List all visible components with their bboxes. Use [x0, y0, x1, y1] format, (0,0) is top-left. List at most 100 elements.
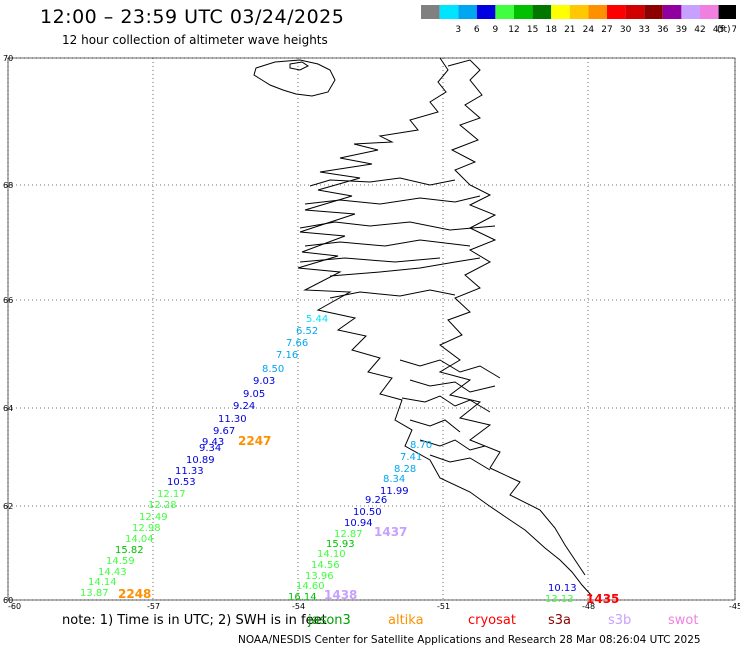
legend-label: 9 — [493, 25, 499, 35]
grid-labels: -60 -57 -54 -51 -48 -45 70 68 66 64 62 60 — [3, 54, 740, 611]
fjord-1 — [309, 177, 456, 187]
wave-height-label: 14.04 — [125, 534, 154, 545]
legend-swatch — [551, 5, 570, 19]
satellite-label: cryosat — [468, 613, 516, 628]
fjord-3 — [299, 221, 496, 231]
satellite-label: jason3 — [308, 613, 351, 628]
legend-swatch — [681, 5, 700, 19]
wave-height-label: 8.28 — [394, 464, 416, 475]
fjord-10 — [401, 395, 491, 413]
wave-height-label: 12.49 — [139, 512, 168, 523]
fjord-11 — [409, 419, 461, 433]
legend-label: 39 — [676, 25, 688, 35]
wave-height-label: 11.30 — [218, 414, 247, 425]
legend-label: 33 — [638, 25, 649, 35]
greenland-coastline — [253, 57, 593, 597]
satellite-label: altika — [388, 613, 424, 628]
lon-label: -45 — [729, 602, 740, 611]
wave-height-label: 11.33 — [175, 466, 204, 477]
coastline-main — [297, 57, 593, 597]
footer-credit: NOAA/NESDIS Center for Satellite Applica… — [238, 634, 701, 646]
wave-height-label: 9.26 — [365, 495, 387, 506]
wave-height-label: 15.82 — [115, 545, 144, 556]
wave-height-label: 9.03 — [253, 376, 275, 387]
fjord-2 — [304, 195, 481, 205]
lat-lon-grid — [7, 57, 736, 601]
legend-label: 12 — [508, 25, 519, 35]
coastline-island — [253, 59, 336, 97]
legend-label: 21 — [564, 25, 575, 35]
fjord-4 — [304, 239, 471, 247]
wave-height-label: 13.87 — [80, 588, 109, 599]
satellite-label: s3a — [548, 613, 572, 628]
legend-swatch — [607, 5, 626, 19]
wave-height-label: 14.10 — [317, 549, 346, 560]
color-legend: 36912151821242730333639424570(ft) — [421, 5, 736, 35]
wave-height-label: 9.24 — [233, 401, 255, 412]
wave-height-label: 5.44 — [306, 314, 328, 325]
fjord-7 — [329, 289, 456, 299]
legend-swatch — [421, 5, 440, 19]
legend-swatch — [495, 5, 514, 19]
lon-label: -54 — [292, 602, 305, 611]
wave-height-label: 7.41 — [400, 452, 422, 463]
wave-height-label: 14.43 — [98, 567, 127, 578]
wave-height-label: 14.14 — [88, 577, 117, 588]
legend-label: 42 — [694, 25, 705, 35]
legend-unit: (ft) — [717, 25, 731, 35]
wave-height-label: 9.34 — [199, 443, 221, 454]
legend-label: 30 — [620, 25, 632, 35]
wave-height-label: 12.28 — [148, 500, 177, 511]
legend-label: 18 — [545, 25, 557, 35]
legend-swatch — [718, 5, 736, 19]
pass-time-label: 2248 — [118, 587, 151, 601]
lon-label: -57 — [147, 602, 160, 611]
map-frame — [7, 57, 736, 601]
wave-height-label: 9.43 — [202, 437, 224, 448]
satellite-label: swot — [668, 613, 699, 628]
lat-label: 68 — [3, 181, 13, 190]
pass-times: 2247 2248 1437 1438 1435 — [118, 434, 619, 606]
legend-swatch — [532, 5, 552, 19]
altimeter-tracks: 5.446.527.667.16 8.509.03 9.059.24 11.309.6… — [80, 314, 577, 605]
legend-label: 24 — [583, 25, 595, 35]
wave-height-label: 10.89 — [186, 455, 215, 466]
fjord-5 — [299, 257, 441, 263]
lat-label: 60 — [3, 596, 13, 605]
wave-height-label: 7.16 — [276, 350, 298, 361]
map-subtitle: 12 hour collection of altimeter wave hei… — [62, 33, 328, 47]
legend-swatch — [514, 5, 533, 19]
wave-height-label: 8.34 — [383, 474, 405, 485]
wave-height-label: 14.60 — [296, 581, 325, 592]
fjord-6 — [329, 257, 481, 277]
wave-height-label: 12.87 — [334, 529, 363, 540]
fjord-8 — [399, 359, 501, 379]
pass-time-label: 1437 — [374, 525, 407, 539]
wave-height-label: 13.13 — [545, 594, 574, 605]
wave-height-label: 12.17 — [157, 489, 186, 500]
lat-label: 62 — [3, 502, 13, 511]
legend-label: 27 — [601, 25, 612, 35]
wave-height-label: 16.14 — [288, 592, 317, 603]
legend-swatch — [458, 5, 477, 19]
legend-swatch — [588, 5, 607, 19]
coastline-inner — [438, 59, 586, 576]
fjord-13 — [429, 454, 491, 471]
legend-swatch — [569, 5, 589, 19]
lat-label: 66 — [3, 296, 13, 305]
legend-swatch — [625, 5, 645, 19]
pass-time-label: 1438 — [324, 588, 357, 602]
wave-height-label: 13.96 — [305, 571, 334, 582]
legend-swatch — [476, 5, 496, 19]
wave-height-label: 7.66 — [286, 338, 308, 349]
wave-height-label: 14.59 — [106, 556, 135, 567]
legend-swatch — [644, 5, 663, 19]
coastline-islet — [289, 61, 309, 71]
legend-swatch — [662, 5, 682, 19]
legend-label: 6 — [474, 25, 480, 35]
lon-label: -48 — [582, 602, 595, 611]
wave-height-label: 9.05 — [243, 389, 265, 400]
legend-label: 3 — [455, 25, 461, 35]
fjord-9 — [409, 379, 496, 393]
pass-time-label: 2247 — [238, 434, 271, 448]
